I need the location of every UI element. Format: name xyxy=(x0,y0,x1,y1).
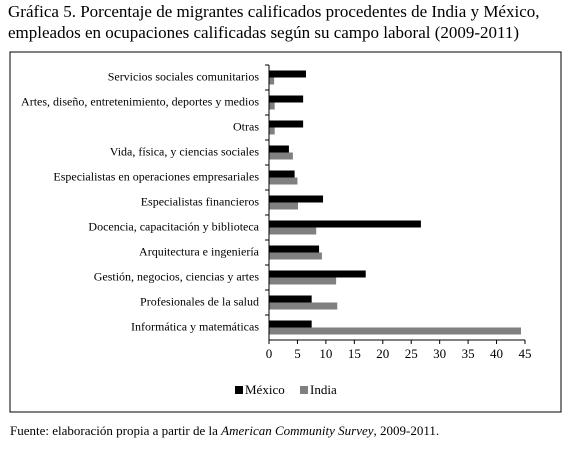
bar xyxy=(269,245,320,253)
bar xyxy=(269,120,304,128)
y-tick-label: Artes, diseño, entretenimiento, deportes… xyxy=(21,94,259,108)
bar xyxy=(269,220,421,228)
bar xyxy=(269,102,275,110)
bar xyxy=(269,95,304,103)
x-tick-label: 30 xyxy=(433,346,446,361)
bar xyxy=(269,195,324,203)
y-tick-label: Arquitectura e ingeniería xyxy=(139,244,260,258)
chart-frame xyxy=(9,51,562,413)
y-tick-label: Especialistas en operaciones empresarial… xyxy=(53,169,259,183)
y-tick-label: Profesionales de la salud xyxy=(140,294,259,308)
chart-title: empleados en ocupaciones calificadas seg… xyxy=(8,23,519,42)
x-tick-label: 35 xyxy=(462,346,475,361)
x-tick-label: 0 xyxy=(266,346,273,361)
source-suffix: , 2009-2011. xyxy=(374,423,440,438)
legend-label: México xyxy=(245,382,285,397)
bar xyxy=(269,270,366,278)
bar xyxy=(269,320,312,328)
y-tick-label: Servicios sociales comunitarios xyxy=(108,69,260,83)
legend-swatch xyxy=(300,386,308,394)
source-prefix: Fuente: elaboración propia a partir de l… xyxy=(10,423,221,438)
bar xyxy=(269,295,312,303)
y-tick-label: Gestión, negocios, ciencias y artes xyxy=(94,269,260,283)
y-tick-label: Especialistas financieros xyxy=(141,194,260,208)
bar xyxy=(269,77,275,85)
source-italic: American Community Survey xyxy=(220,423,374,438)
y-tick-label: Vida, física, y ciencias sociales xyxy=(110,144,260,158)
x-tick-label: 10 xyxy=(319,346,332,361)
y-tick-label: Docencia, capacitación y biblioteca xyxy=(88,219,259,233)
bar xyxy=(269,202,299,210)
x-tick-label: 25 xyxy=(405,346,418,361)
x-tick-label: 5 xyxy=(294,346,301,361)
y-tick-label: Otras xyxy=(233,119,259,133)
legend-label: India xyxy=(310,382,337,397)
x-tick-label: 15 xyxy=(348,346,361,361)
bar xyxy=(269,70,306,78)
bar xyxy=(269,252,322,260)
x-tick-label: 45 xyxy=(519,346,532,361)
chart-title: Gráfica 5. Porcentaje de migrantes calif… xyxy=(8,2,540,21)
bar xyxy=(269,145,289,153)
bar xyxy=(269,127,275,135)
bar xyxy=(269,170,295,178)
source-note: Fuente: elaboración propia a partir de l… xyxy=(10,423,439,438)
bar xyxy=(269,227,317,235)
bar xyxy=(269,152,293,160)
y-tick-label: Informática y matemáticas xyxy=(131,319,259,333)
bar xyxy=(269,177,298,185)
x-tick-label: 40 xyxy=(490,346,503,361)
bar xyxy=(269,277,337,285)
legend-swatch xyxy=(235,386,243,394)
bar xyxy=(269,302,338,310)
x-tick-label: 20 xyxy=(376,346,389,361)
bar xyxy=(269,327,522,335)
